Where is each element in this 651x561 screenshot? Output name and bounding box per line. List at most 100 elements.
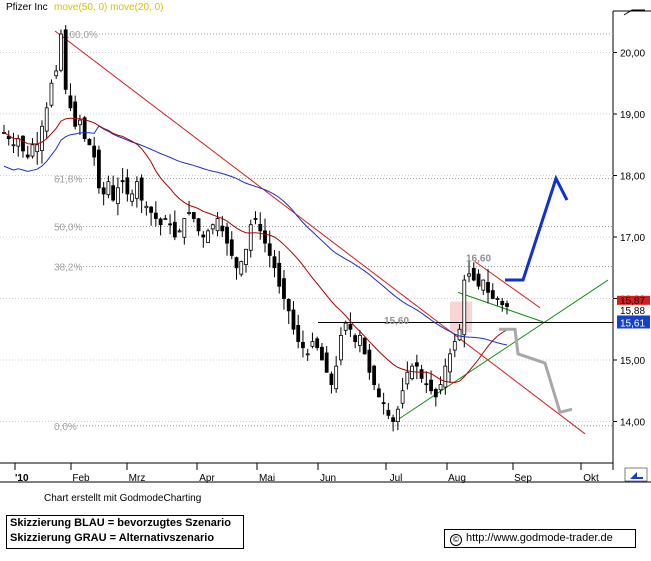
candle-down	[225, 226, 229, 244]
candle-up	[438, 384, 443, 391]
fib-level-label: 0,0%	[54, 422, 77, 433]
candle-up	[395, 408, 400, 423]
candle-down	[282, 278, 286, 299]
candle-down	[201, 234, 206, 238]
gridlines	[0, 52, 613, 422]
price-box-red	[617, 295, 650, 305]
candle-down	[21, 135, 25, 152]
moving-averages	[3, 117, 508, 383]
fib-level-label: 61,8%	[54, 175, 82, 186]
highlight-zone-box	[450, 301, 472, 333]
candle-up	[495, 298, 500, 300]
price-label-support: 15,61	[620, 318, 645, 329]
chart-credit: Chart erstellt mit GodmodeCharting	[44, 493, 202, 504]
x-month-label: Okt	[583, 473, 599, 484]
candle-down	[433, 389, 438, 398]
candle-down	[168, 223, 172, 226]
candle-up	[130, 193, 135, 202]
candle-down	[296, 324, 301, 342]
annotation-support: 15,60	[384, 316, 409, 327]
candle-down	[391, 417, 396, 422]
candle-down	[372, 365, 377, 385]
candle-up	[443, 365, 448, 388]
candle-down	[125, 177, 130, 195]
downtrend-line-short	[474, 261, 541, 309]
arrow-icon[interactable]	[630, 472, 643, 479]
candle-down	[315, 338, 320, 349]
price-label-last: 15,88	[620, 306, 645, 317]
candle-down	[329, 373, 334, 385]
candle-down	[376, 388, 381, 398]
y-tick-label: 14,00	[620, 418, 645, 429]
candle-up	[343, 322, 348, 331]
candle-down	[367, 349, 372, 373]
candle-down	[267, 243, 272, 256]
fibonacci-levels: 100,0% 61,8% 50,0% 38,2% 0,0%	[54, 30, 613, 433]
candle-down	[348, 323, 353, 330]
candle-up	[182, 218, 187, 238]
candle-down	[92, 145, 97, 158]
source-url[interactable]: http://www.godmode-trader.de	[466, 532, 613, 544]
source-link[interactable]: © http://www.godmode-trader.de	[444, 529, 636, 548]
candle-down	[82, 117, 87, 139]
candle-down	[424, 383, 429, 386]
x-month-label: Mai	[259, 473, 275, 484]
ma50-line	[3, 125, 508, 346]
candle-down	[172, 221, 177, 238]
x-month-label: Apr	[199, 473, 215, 484]
candle-up	[334, 365, 339, 390]
candle-up	[11, 144, 16, 147]
x-month-label: Sep	[514, 473, 532, 484]
candle-down	[277, 262, 282, 287]
legend-blue: Skizzierung BLAU = bevorzugtes Szenario	[10, 517, 231, 529]
candle-up	[452, 341, 457, 351]
candle-up	[134, 181, 139, 199]
ma20-line	[3, 117, 508, 383]
candle-up	[339, 334, 343, 361]
annotation-high: 16,60	[466, 254, 491, 265]
candle-down	[139, 177, 144, 201]
x-year-label: '10	[15, 473, 29, 484]
candle-up	[59, 33, 63, 71]
candle-up	[206, 230, 210, 243]
candle-down	[471, 267, 476, 281]
highlight-zone	[450, 301, 472, 333]
price-box-blue	[617, 315, 650, 329]
candle-up	[357, 334, 362, 346]
zoom-icon[interactable]	[623, 9, 645, 16]
price-label-current: 15,87	[620, 296, 645, 307]
y-tick-label: 15,00	[620, 356, 645, 367]
candle-down	[191, 212, 196, 219]
candle-up	[187, 211, 191, 214]
x-month-label: Jul	[390, 473, 403, 484]
candle-up	[457, 328, 462, 341]
candle-up	[462, 279, 467, 336]
candle-down	[500, 301, 505, 306]
x-month-label: Feb	[72, 473, 90, 484]
candle-down	[229, 239, 234, 256]
candle-up	[16, 138, 21, 147]
candle-up	[106, 181, 111, 196]
y-tick-label: 18,00	[620, 172, 645, 183]
candle-down	[97, 149, 101, 189]
scenario-gray-path	[499, 327, 573, 415]
candle-up	[54, 70, 59, 77]
candle-down	[68, 95, 73, 109]
candle-down	[120, 180, 125, 183]
candle-down	[476, 273, 481, 287]
candles	[2, 25, 509, 432]
candle-up	[400, 390, 405, 404]
candle-up	[78, 119, 82, 126]
fib-level-label: 100,0%	[64, 30, 98, 41]
copyright-icon: ©	[450, 534, 462, 546]
candle-up	[30, 144, 35, 157]
candle-down	[149, 206, 154, 213]
y-tick-label: 20,00	[620, 49, 645, 60]
candle-up	[49, 82, 54, 106]
candle-down	[353, 335, 358, 342]
candle-up	[467, 273, 471, 277]
candle-down	[490, 290, 495, 299]
candle-down	[301, 342, 305, 349]
candle-down	[153, 212, 158, 219]
